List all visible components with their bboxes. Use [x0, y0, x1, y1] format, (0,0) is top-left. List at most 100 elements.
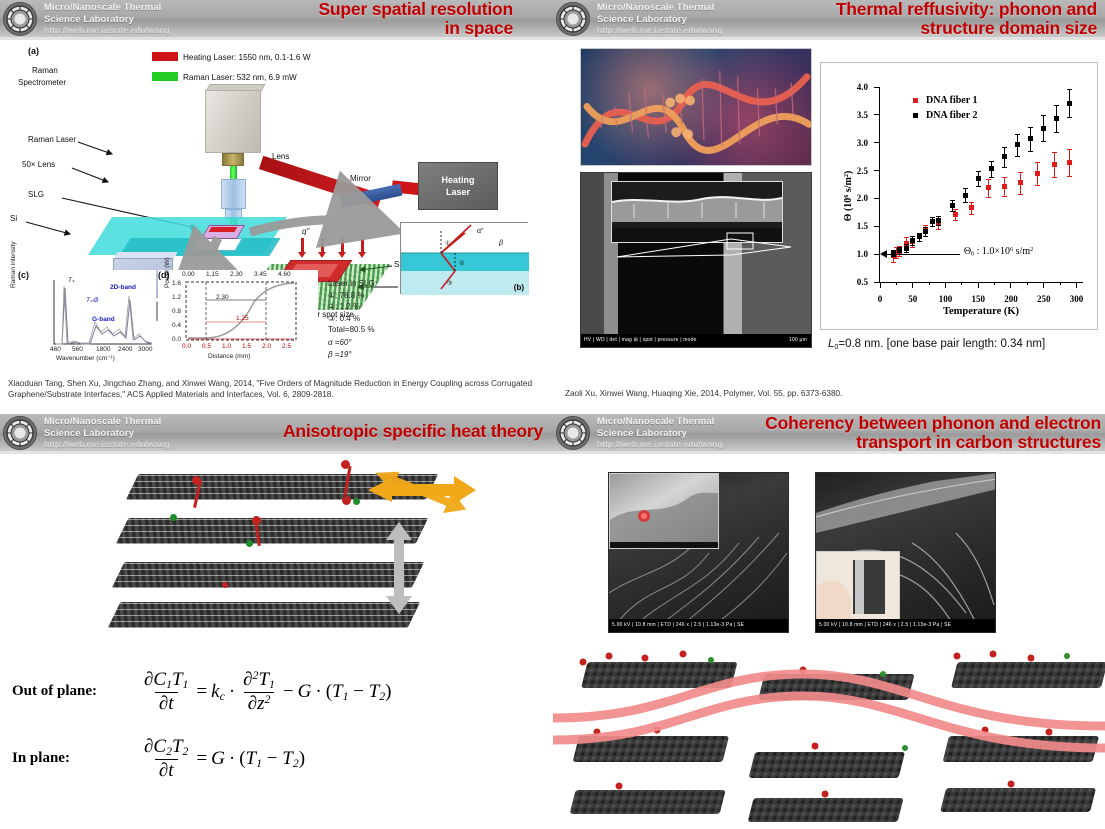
data-point-fiber2: [916, 234, 922, 240]
lab-url[interactable]: http://web.me.iastate.edu/wang: [597, 439, 723, 449]
raman-laser-swatch-icon: [152, 72, 178, 81]
error-bar-cap: [936, 225, 942, 227]
error-bar-cap: [1001, 166, 1007, 168]
graph-c-xtick-4: 3000: [138, 346, 153, 353]
graph-d-toptick-2: 2.30: [230, 271, 243, 278]
side-text-3: ③: 0.4 %: [328, 313, 361, 323]
lab-url[interactable]: http://web.me.iastate.edu/wang: [44, 25, 170, 35]
theta0-arrow-icon: [880, 250, 887, 259]
graph-d-ytick-1: 0.4: [172, 322, 182, 329]
error-bar-cap: [1041, 115, 1047, 117]
error-bar-cap: [903, 237, 909, 239]
dna-fiber-sem-micrograph: HV | WD | det | mag ⊞ | spot | pressure …: [580, 172, 812, 348]
sem-scalebar-right: 100 µm: [789, 337, 807, 343]
inset-b-interface-diagram: α" β ① ② ③ (b): [400, 222, 529, 295]
error-bar-cap: [985, 178, 991, 180]
x-tick-label: 150: [971, 294, 985, 304]
heat-flux-arrows-icon: [295, 238, 375, 258]
lab-seal-icon: [2, 1, 38, 37]
data-point-fiber2: [1015, 142, 1021, 148]
x-tick-label: 200: [1004, 294, 1018, 304]
svg-text:②: ②: [459, 260, 464, 267]
graphene-film-sem-left: 5.00 kV | 10.8 mm | ETD | 246 x | 2.5 | …: [608, 472, 789, 633]
data-point-fiber2: [962, 192, 968, 198]
graph-d-xtick-2: 1.0: [222, 343, 232, 350]
spectrometer-objective-neck: [222, 153, 244, 166]
y-tick: [874, 86, 880, 88]
raman-spectrometer-body: [205, 90, 261, 153]
error-bar-cap: [936, 228, 942, 230]
y-tick-label: 3.0: [856, 137, 868, 148]
lab-name-line1: Micro/Nanoscale Thermal: [597, 416, 715, 427]
slide-title: Thermal reffusivity: phonon and structur…: [627, 0, 1097, 38]
data-point-fiber1: [969, 205, 975, 211]
error-bar-cap: [1001, 177, 1007, 179]
slide-title-line2: in space: [444, 18, 514, 38]
data-point-fiber2: [936, 218, 942, 224]
x-tick: [1010, 282, 1012, 288]
y-tick: [874, 114, 880, 116]
error-bar-cap: [1054, 131, 1060, 133]
lab-seal-icon: [555, 415, 591, 451]
graph-d-power-distance: (d) 0.00 1.15 2.30 3.45 4.60 Power (W) 1…: [158, 257, 318, 362]
error-bar-cap: [1018, 171, 1024, 173]
heating-laser-swatch-icon: [152, 52, 178, 61]
error-bar-cap: [1067, 117, 1073, 119]
slide-title: Super spatial resolution in space: [113, 0, 513, 38]
theta0-annotation: Θ0 : 1.0×106 s/m2: [963, 246, 1034, 258]
error-bar-cap: [1067, 175, 1073, 177]
data-point-fiber2: [949, 202, 955, 208]
equation-in-plane-label: In plane:: [12, 750, 70, 767]
error-bar-cap: [975, 170, 981, 172]
error-bar-cap: [949, 210, 955, 212]
graph-c-ylabel: Raman intensity: [10, 241, 17, 288]
equation-out-of-plane: ∂C1T1 ∂t = kc · ∂2T1 ∂z2 − G · (T1 − T2): [144, 669, 392, 714]
citation-top-left: Xiaoduan Tang, Shen Xu, Jingchao Zhang, …: [8, 379, 533, 399]
panel-tag-d: (d): [158, 270, 170, 280]
error-bar-cap: [949, 199, 955, 201]
graph-d-ytick-3: 1.2: [172, 294, 182, 301]
graph-d-xtick-3: 1.5: [242, 343, 252, 350]
slide-header: Micro/Nanoscale Thermal Science Laborato…: [0, 414, 553, 454]
lab-name-line2: Science Laboratory: [44, 13, 134, 25]
x-tick: [944, 282, 946, 288]
error-bar-cap: [1054, 104, 1060, 106]
legend-item-dna-fiber-1: DNA fiber 1: [913, 93, 977, 108]
error-bar-cap: [985, 196, 991, 198]
slide-title-line2: structure domain size: [920, 18, 1097, 38]
error-bar-cap: [893, 246, 899, 248]
legend-swatch-fiber2-icon: [913, 113, 918, 118]
in-plane-arrow-icon: [368, 471, 476, 514]
chart-legend: DNA fiber 1 DNA fiber 2: [913, 93, 977, 123]
x-tick: [977, 282, 979, 288]
lab-url[interactable]: http://web.me.iastate.edu/wang: [44, 439, 170, 449]
error-bar-cap: [1034, 185, 1040, 187]
dna-double-helix-photo: [580, 48, 812, 166]
y-tick: [874, 197, 880, 199]
svg-text:③: ③: [447, 280, 452, 287]
slide-title-line2: transport in carbon structures: [856, 432, 1101, 452]
label-laser-spot-size: Laser spot size: [300, 310, 354, 319]
label-heat-flux: q": [302, 227, 310, 236]
graph-d-xtick-5: 2.5: [282, 343, 292, 350]
lab-name: Micro/Nanoscale Thermal Science Laborato…: [597, 416, 714, 439]
x-tick: [1043, 282, 1045, 288]
lab-url[interactable]: http://web.me.iastate.edu/wang: [597, 25, 723, 35]
panel-tag-a: (a): [28, 46, 39, 56]
error-bar-cap: [962, 188, 968, 190]
error-bar-cap: [962, 201, 968, 203]
side-text-0: Laser in SLG:: [328, 279, 377, 288]
graph-c-raman-spectrum: (c) Raman intensity Tₛ Tₛₗ₲ G-band 2D-ba…: [10, 241, 156, 362]
error-bar-cap: [936, 216, 942, 218]
heating-laser-label-2: Laser: [445, 187, 471, 197]
graph-c-ts-label: Tₛ: [68, 277, 75, 284]
data-point-fiber2: [890, 250, 896, 256]
error-bar-cap: [1067, 89, 1073, 91]
error-bar-cap: [929, 217, 935, 219]
error-bar-cap: [952, 209, 958, 210]
error-bar-cap: [897, 246, 903, 248]
graph-c-tslg-label: Tₛₗ₲: [86, 297, 99, 304]
slide-title-line1: Coherency between phonon and electron: [765, 414, 1101, 433]
y-tick-label: 2.5: [856, 165, 868, 176]
error-bar-cap: [916, 232, 922, 234]
